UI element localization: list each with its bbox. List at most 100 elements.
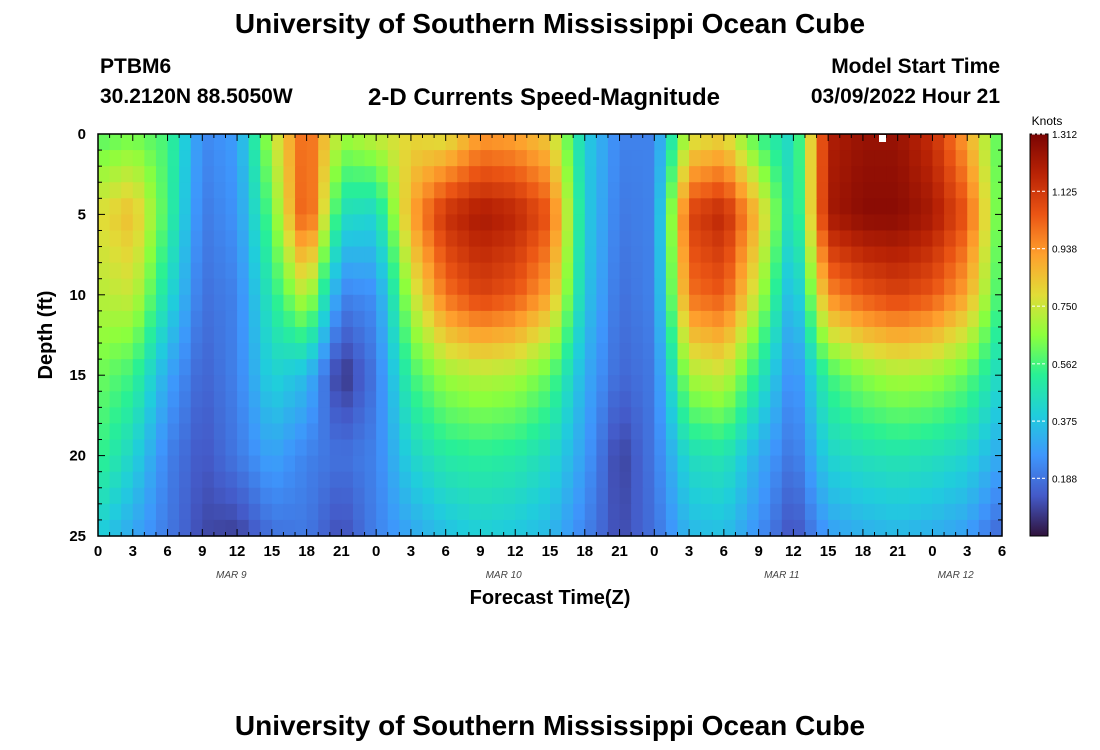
- heatmap-cell: [712, 278, 725, 296]
- heatmap-cell: [399, 166, 412, 183]
- heatmap-cell: [376, 423, 389, 441]
- heatmap-cell: [550, 150, 563, 167]
- heatmap-cell: [225, 150, 238, 167]
- heatmap-cell: [364, 326, 377, 344]
- heatmap-cell: [735, 375, 748, 392]
- heatmap-cell: [828, 487, 841, 505]
- heatmap-cell: [619, 439, 632, 457]
- heatmap-cell: [144, 503, 157, 521]
- heatmap-cell: [329, 471, 342, 489]
- heatmap-cell: [480, 375, 493, 392]
- heatmap-cell: [376, 150, 389, 167]
- heatmap-cell: [271, 487, 285, 505]
- heatmap-cell: [619, 198, 632, 215]
- heatmap-cell: [828, 326, 841, 344]
- heatmap-cell: [434, 310, 447, 328]
- heatmap-cell: [747, 246, 760, 264]
- x-tick-label: 3: [963, 543, 971, 560]
- heatmap-cell: [677, 343, 690, 360]
- heatmap-cell: [967, 503, 980, 521]
- heatmap-cell: [190, 519, 203, 537]
- footer-title: University of Southern Mississippi Ocean…: [234, 710, 866, 741]
- heatmap-cell: [677, 198, 690, 215]
- heatmap-cell: [213, 326, 227, 344]
- heatmap-cell: [573, 166, 586, 183]
- heatmap-cell: [132, 391, 145, 408]
- heatmap-cell: [839, 182, 852, 199]
- heatmap-cell: [723, 407, 737, 425]
- heatmap-cell: [990, 343, 1003, 360]
- heatmap-cell: [237, 455, 250, 473]
- heatmap-cell: [920, 182, 934, 199]
- heatmap-cell: [538, 375, 551, 392]
- heatmap-cell: [816, 278, 829, 296]
- heatmap-cell: [851, 166, 864, 183]
- heatmap-cell: [619, 166, 632, 183]
- heatmap-cell: [573, 278, 586, 296]
- heatmap-cell: [723, 150, 737, 167]
- heatmap-cell: [410, 487, 424, 505]
- heatmap-cell: [944, 471, 957, 489]
- heatmap-cell: [144, 423, 157, 441]
- heatmap-cell: [260, 294, 273, 312]
- heatmap-cell: [399, 134, 412, 151]
- heatmap-cell: [434, 423, 447, 441]
- heatmap-cell: [770, 198, 783, 215]
- heatmap-cell: [828, 262, 841, 280]
- heatmap-cell: [631, 230, 644, 248]
- heatmap-cell: [434, 262, 447, 280]
- y-axis-label: Depth (ft): [35, 291, 57, 380]
- heatmap-cell: [804, 150, 818, 167]
- heatmap-cell: [920, 150, 934, 167]
- heatmap-cell: [492, 198, 505, 215]
- heatmap-cell: [642, 246, 655, 264]
- heatmap-cell: [538, 262, 551, 280]
- heatmap-cell: [909, 326, 922, 344]
- heatmap-cell: [109, 262, 122, 280]
- heatmap-cell: [179, 343, 192, 360]
- heatmap-cell: [213, 134, 227, 151]
- heatmap-cell: [492, 519, 505, 537]
- heatmap-cell: [804, 166, 818, 183]
- heatmap-cell: [839, 310, 852, 328]
- heatmap-cell: [457, 407, 470, 425]
- heatmap-cell: [619, 407, 632, 425]
- heatmap-cell: [851, 326, 864, 344]
- heatmap-cell: [132, 326, 145, 344]
- heatmap-cell: [376, 471, 389, 489]
- heatmap-cell: [897, 519, 910, 537]
- heatmap-cell: [248, 487, 261, 505]
- heatmap-cell: [213, 214, 227, 232]
- heatmap-cell: [874, 278, 887, 296]
- heatmap-cell: [886, 230, 899, 248]
- heatmap-cell: [700, 391, 713, 408]
- heatmap-cell: [109, 214, 122, 232]
- heatmap-cell: [445, 262, 458, 280]
- heatmap-cell: [190, 150, 203, 167]
- heatmap-cell: [144, 391, 157, 408]
- heatmap-cell: [932, 214, 945, 232]
- heatmap-cell: [376, 278, 389, 296]
- heatmap-cell: [144, 359, 157, 376]
- heatmap-cell: [723, 391, 737, 408]
- heatmap-cell: [735, 278, 748, 296]
- heatmap-cell: [828, 439, 841, 457]
- heatmap-cell: [271, 471, 285, 489]
- heatmap-cell: [596, 439, 609, 457]
- heatmap-cell: [735, 343, 748, 360]
- heatmap-cell: [874, 487, 887, 505]
- heatmap-cell: [387, 278, 400, 296]
- heatmap-cell: [886, 471, 899, 489]
- heatmap-cell: [237, 294, 250, 312]
- heatmap-cell: [758, 262, 771, 280]
- heatmap-cell: [665, 310, 679, 328]
- heatmap-cell: [735, 439, 748, 457]
- heatmap-cell: [909, 278, 922, 296]
- heatmap-cell: [237, 423, 250, 441]
- heatmap-cell: [283, 519, 296, 537]
- heatmap-cell: [132, 198, 145, 215]
- heatmap-cell: [561, 150, 574, 167]
- heatmap-cell: [747, 182, 760, 199]
- heatmap-cell: [978, 343, 992, 360]
- heatmap-cell: [770, 519, 783, 537]
